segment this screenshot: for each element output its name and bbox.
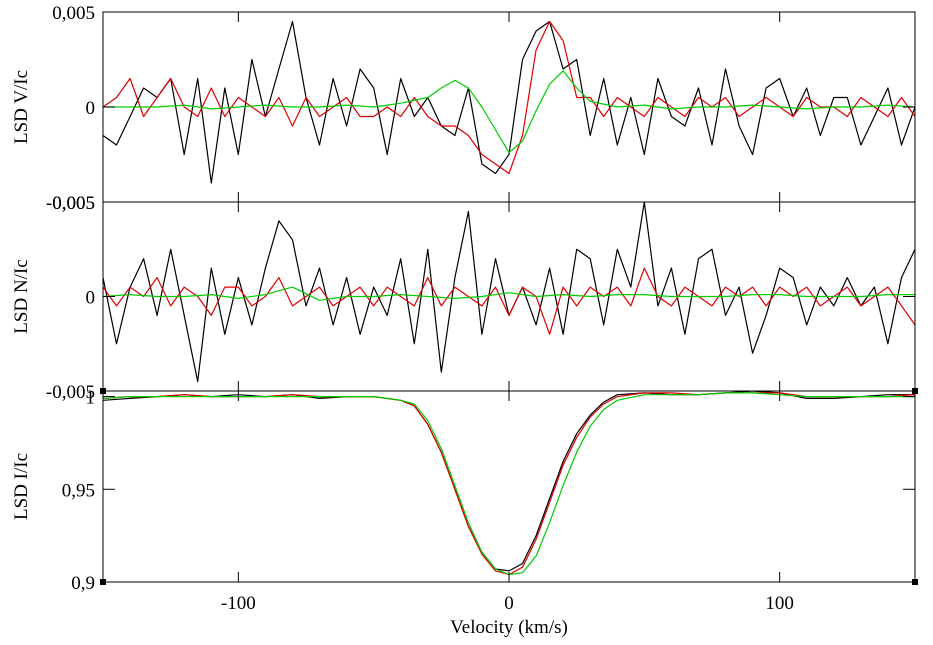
series-line-black [103,202,915,383]
x-tick-label: 100 [765,593,794,614]
panel-stokes-i: 0,9 0,95 1 LSD I/Ic [11,388,916,594]
corner-marker [912,388,918,394]
panel-series-group [103,391,915,576]
panel-series-group [103,202,915,383]
y-tick-label: 0 [86,98,96,119]
panel-null-n: -0,005 0 0,005 LSD N/Ic [11,193,916,403]
series-line-black [103,20,915,184]
y-tick-label: 0,95 [62,480,95,501]
y-tick-label: 1 [86,388,96,409]
x-axis-title: Velocity (km/s) [450,617,568,638]
corner-marker [912,579,918,585]
series-line-red [103,267,915,335]
y-tick-label: 0,005 [52,3,95,24]
x-tick-label: 0 [504,593,514,614]
corner-marker [100,579,106,585]
series-line-green [103,70,915,154]
y-tick-label: 0 [86,288,96,309]
series-line-green [103,286,915,301]
series-line-green [103,392,915,576]
y-axis-title: LSD V/Ic [11,70,32,144]
series-line-red [103,392,915,576]
y-tick-label: 0,005 [52,193,95,214]
y-axis-title: LSD I/Ic [11,453,32,520]
y-axis-title: LSD N/Ic [11,259,32,333]
panel-frame [102,390,916,583]
series-line-black [103,391,915,572]
panel-series-group [103,20,915,184]
y-tick-label: 0,9 [71,573,95,594]
panel-stokes-v: -0,005 0 0,005 LSD V/Ic [11,3,916,214]
y-tick-label: -0,005 [46,382,95,403]
y-tick-label: -0,005 [46,193,95,214]
corner-marker [100,388,106,394]
x-tick-label: -100 [221,593,256,614]
